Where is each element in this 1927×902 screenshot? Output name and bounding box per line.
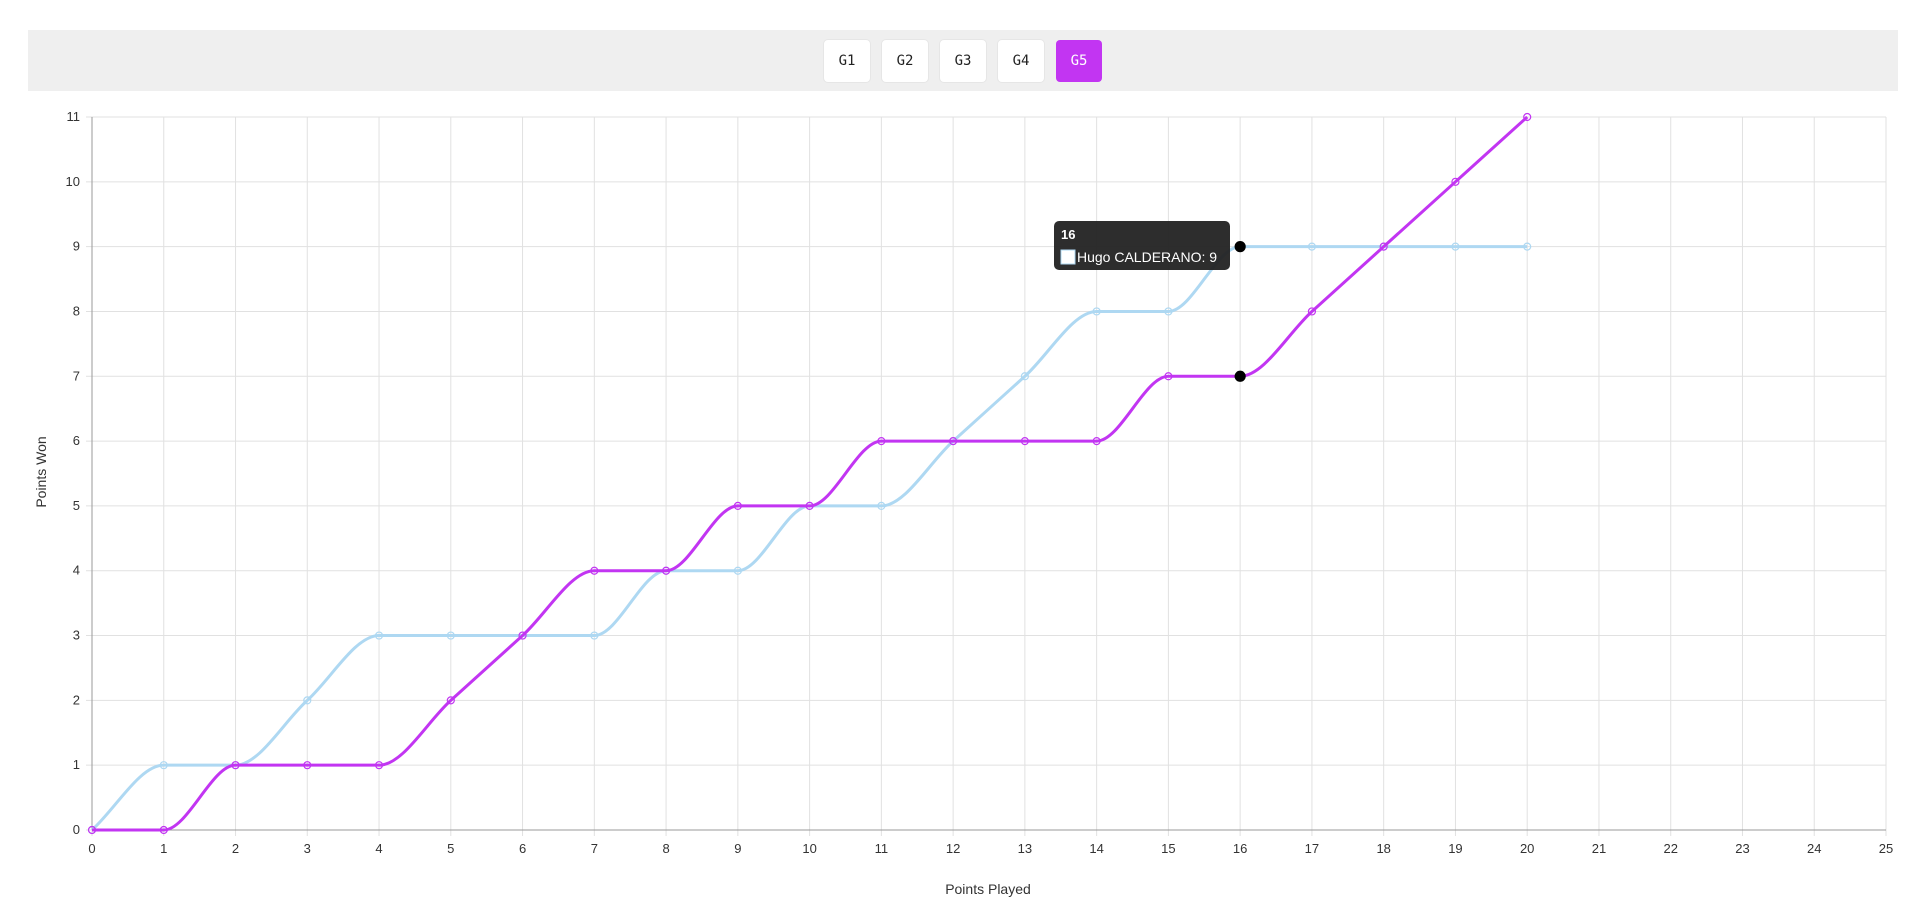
y-tick-label: 10 <box>66 174 80 189</box>
x-tick-label: 16 <box>1233 841 1247 856</box>
x-tick-label: 14 <box>1089 841 1103 856</box>
data-point <box>1092 436 1101 446</box>
x-axis-title: Points Played <box>945 881 1031 897</box>
x-tick-label: 13 <box>1018 841 1032 856</box>
data-point <box>1379 242 1388 251</box>
y-tick-label: 3 <box>73 628 80 643</box>
data-point <box>303 761 312 770</box>
series-2-line <box>92 115 1529 832</box>
data-point <box>446 631 455 640</box>
tooltip-color-swatch <box>1060 249 1076 265</box>
x-tick-label: 25 <box>1879 841 1893 856</box>
data-point <box>949 436 958 446</box>
data-point <box>877 501 886 511</box>
data-point <box>1020 436 1029 446</box>
data-point <box>1523 242 1532 251</box>
y-tick-label: 11 <box>67 109 81 124</box>
data-point <box>877 436 886 446</box>
game-selector-bar: G1 G2 G3 G4 G5 <box>28 30 1898 91</box>
y-tick-label: 5 <box>73 498 80 513</box>
x-tick-label: 23 <box>1735 841 1749 856</box>
data-point <box>159 761 168 770</box>
data-point <box>1092 307 1101 316</box>
data-point <box>1164 307 1173 316</box>
x-tick-label: 3 <box>304 841 311 856</box>
y-tick-label: 8 <box>73 303 80 318</box>
data-point <box>590 631 599 640</box>
x-tick-label: 1 <box>160 841 167 856</box>
data-point <box>231 761 240 770</box>
x-tick-label: 5 <box>447 841 454 856</box>
x-tick-label: 22 <box>1663 841 1677 856</box>
data-point <box>590 566 599 575</box>
x-tick-label: 11 <box>875 841 889 856</box>
chart-axes <box>91 117 1886 831</box>
x-tick-label: 2 <box>232 841 239 856</box>
data-point <box>1164 372 1173 381</box>
x-tick-label: 4 <box>375 841 382 856</box>
series-2 <box>87 112 1532 835</box>
y-axis-title: Points Won <box>33 436 49 507</box>
data-point <box>87 825 97 835</box>
chart-series <box>87 112 1532 835</box>
x-tick-label: 12 <box>946 841 960 856</box>
x-tick-label: 8 <box>662 841 669 856</box>
x-tick-label: 19 <box>1448 841 1462 856</box>
data-point <box>661 566 671 575</box>
x-tick-label: 18 <box>1376 841 1390 856</box>
x-tick-label: 10 <box>802 841 816 856</box>
y-tick-label: 2 <box>73 692 80 707</box>
tooltip-label: Hugo CALDERANO: 9 <box>1077 249 1217 265</box>
y-tick-label: 6 <box>73 433 80 448</box>
data-point <box>1234 241 1246 253</box>
y-axis-ticks: 0 1 2 3 4 5 6 7 8 9 10 11 <box>66 109 80 837</box>
x-tick-label: 9 <box>734 841 741 856</box>
x-tick-label: 0 <box>88 841 95 856</box>
x-tick-label: 15 <box>1161 841 1175 856</box>
x-tick-label: 7 <box>591 841 598 856</box>
game-1-button[interactable]: G1 <box>824 39 870 82</box>
data-point <box>1307 307 1317 316</box>
data-point <box>518 631 527 640</box>
x-tick-label: 24 <box>1807 841 1821 856</box>
game-3-button[interactable]: G3 <box>940 39 986 82</box>
game-2-button[interactable]: G2 <box>882 39 928 82</box>
game-5-button[interactable]: G5 <box>1056 39 1102 82</box>
y-tick-label: 0 <box>73 822 80 837</box>
y-tick-label: 1 <box>73 757 80 772</box>
data-point <box>1020 372 1029 381</box>
x-axis-ticks: 0 1 2 3 4 5 6 7 8 9 10 11 12 13 14 15 16 17 18 19 20 21 22 23 24… <box>88 841 1893 856</box>
x-tick-label: 21 <box>1592 841 1606 856</box>
x-tick-label: 17 <box>1305 841 1319 856</box>
data-point <box>374 631 384 640</box>
data-point <box>374 761 384 770</box>
x-tick-label: 20 <box>1520 841 1534 856</box>
x-tick-label: 6 <box>519 841 526 856</box>
data-point <box>303 696 312 705</box>
y-tick-label: 9 <box>73 239 80 254</box>
data-point <box>1523 112 1532 122</box>
chart-grid <box>86 116 1887 836</box>
data-point <box>1451 242 1460 251</box>
data-point <box>1307 242 1317 251</box>
data-point <box>1234 370 1246 382</box>
data-point <box>446 696 455 705</box>
y-tick-label: 4 <box>73 563 80 578</box>
data-point <box>159 825 168 835</box>
chart-tooltip: 16 Hugo CALDERANO: 9 <box>1054 221 1230 270</box>
data-point <box>733 501 742 511</box>
data-point <box>1451 177 1460 186</box>
game-4-button[interactable]: G4 <box>998 39 1044 82</box>
data-point <box>805 501 814 511</box>
y-tick-label: 7 <box>73 368 80 383</box>
tooltip-title: 16 <box>1061 227 1075 242</box>
data-point <box>733 566 742 575</box>
